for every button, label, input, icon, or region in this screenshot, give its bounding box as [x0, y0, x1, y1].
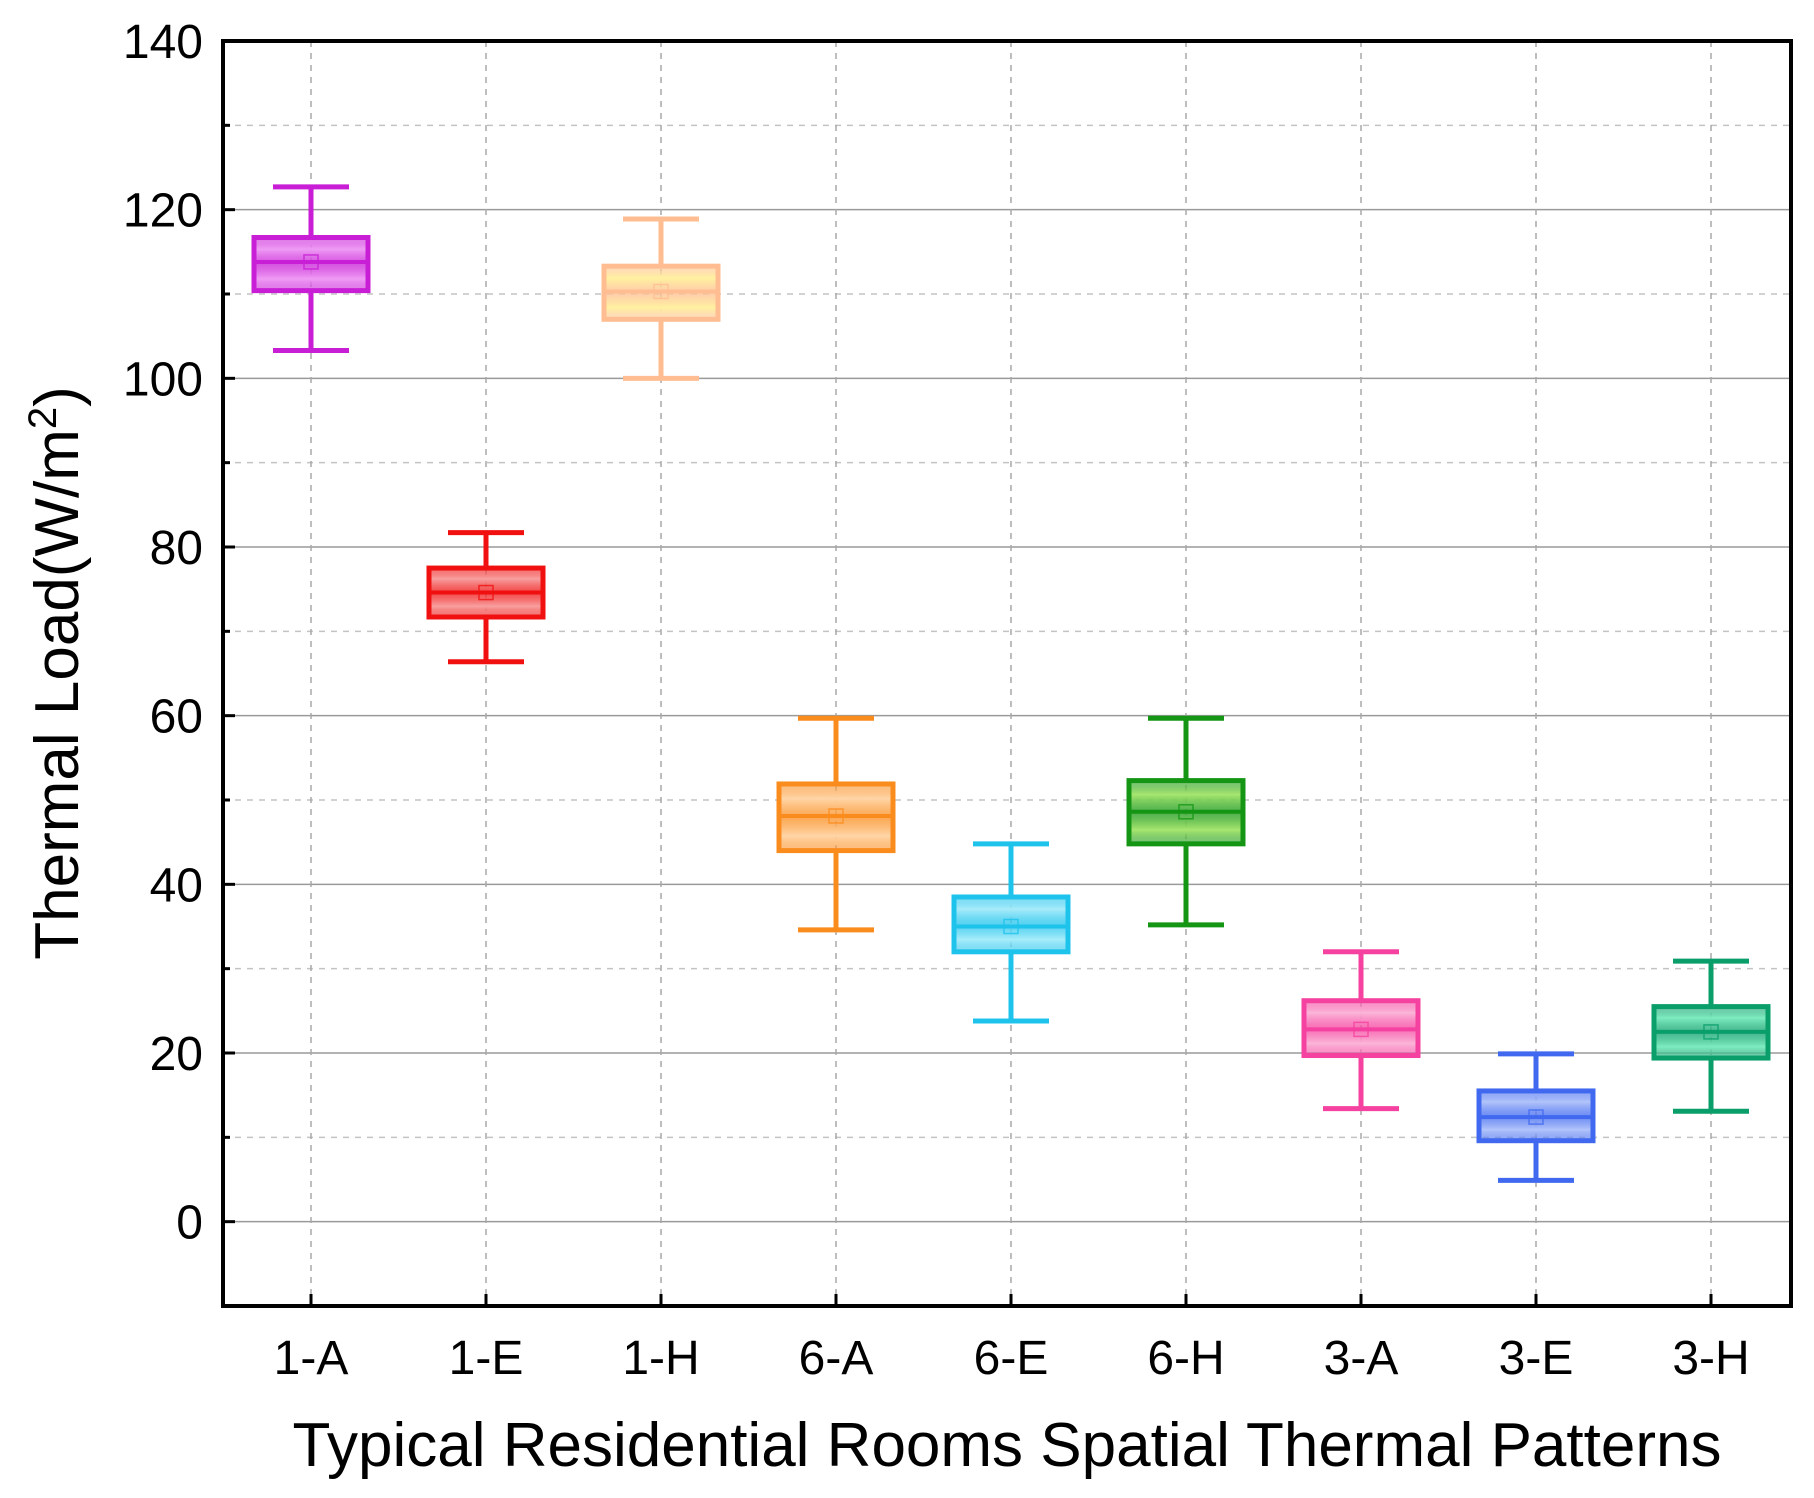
mean-marker — [1528, 1109, 1544, 1125]
box-1-E — [426, 530, 546, 665]
mean-marker — [478, 584, 494, 601]
y-axis-title-main: Thermal Load(W/m — [23, 429, 92, 960]
box-1-H — [601, 216, 721, 381]
axis-layer: 0 20 40 60 80 100 120 140 1-A 1-E 1-H 6-A 6-E 6-H 3-A 3… — [123, 16, 1750, 1385]
y-axis-title-sup: 2 — [21, 407, 65, 429]
box-1-A — [251, 184, 371, 354]
box-iqr — [251, 234, 371, 294]
x-tick-label: 3-E — [1499, 1332, 1574, 1385]
x-tick-label: 3-A — [1324, 1332, 1399, 1385]
plot-frame — [221, 39, 1793, 1308]
box-3-E — [1476, 1051, 1596, 1183]
y-tick-label: 140 — [123, 16, 203, 69]
box-3-H — [1651, 958, 1771, 1114]
mean-marker — [1178, 804, 1194, 820]
y-axis-title-close: ) — [23, 386, 92, 407]
mean-marker — [653, 283, 669, 300]
x-tick-label: 3-H — [1672, 1332, 1749, 1385]
x-axis-title: Typical Residential Rooms Spatial Therma… — [293, 1411, 1722, 1480]
y-tick-label: 120 — [123, 185, 203, 238]
y-axis-title: Thermal Load(W/m2) — [21, 386, 92, 959]
box-6-H — [1126, 715, 1246, 928]
x-tick-label: 6-H — [1147, 1332, 1224, 1385]
y-tick-label: 20 — [150, 1028, 203, 1081]
box-layer — [251, 184, 1771, 1183]
y-tick-label: 40 — [150, 859, 203, 912]
x-tick-label: 1-E — [449, 1332, 524, 1385]
x-tick-label: 1-H — [622, 1332, 699, 1385]
y-tick-label: 60 — [150, 691, 203, 744]
mean-marker — [1353, 1021, 1369, 1038]
x-tick-label: 6-A — [799, 1332, 874, 1385]
box-3-A — [1301, 949, 1421, 1112]
y-tick-label: 80 — [150, 522, 203, 575]
box-6-E — [951, 841, 1071, 1024]
x-tick-label: 6-E — [974, 1332, 1049, 1385]
y-tick-label: 100 — [123, 353, 203, 406]
mean-marker — [303, 254, 319, 270]
y-tick-label: 0 — [176, 1197, 203, 1250]
mean-marker — [1003, 918, 1019, 935]
box-6-A — [776, 715, 896, 933]
mean-marker — [1703, 1024, 1719, 1040]
x-tick-label: 1-A — [274, 1332, 349, 1385]
box-iqr — [951, 894, 1071, 955]
mean-marker — [828, 808, 844, 824]
